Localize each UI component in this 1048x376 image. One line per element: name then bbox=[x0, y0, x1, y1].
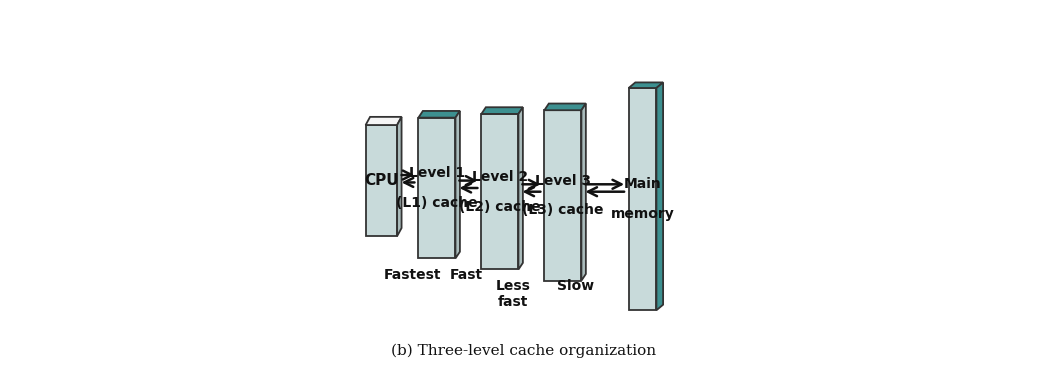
Polygon shape bbox=[582, 103, 586, 280]
Polygon shape bbox=[366, 117, 401, 125]
Bar bbox=[629, 88, 656, 310]
Text: Fast: Fast bbox=[450, 268, 483, 282]
Text: (L1) cache: (L1) cache bbox=[396, 196, 478, 210]
Text: Main: Main bbox=[624, 177, 661, 191]
Bar bbox=[366, 125, 397, 236]
Polygon shape bbox=[397, 117, 401, 236]
Text: Level 2: Level 2 bbox=[472, 170, 528, 184]
Text: (L3) cache: (L3) cache bbox=[522, 203, 604, 217]
Bar bbox=[418, 118, 456, 258]
Polygon shape bbox=[481, 107, 523, 114]
Polygon shape bbox=[656, 82, 663, 310]
Bar bbox=[544, 110, 582, 280]
Text: Slow: Slow bbox=[556, 279, 593, 293]
Text: Level 3: Level 3 bbox=[534, 174, 591, 188]
Text: Fastest: Fastest bbox=[385, 268, 441, 282]
Polygon shape bbox=[629, 82, 663, 88]
Text: Level 1: Level 1 bbox=[409, 166, 465, 180]
Text: (L2) cache: (L2) cache bbox=[459, 200, 541, 214]
Polygon shape bbox=[519, 107, 523, 270]
Polygon shape bbox=[544, 103, 586, 110]
Text: memory: memory bbox=[611, 207, 675, 221]
Text: Less
fast: Less fast bbox=[496, 279, 530, 309]
Text: (b) Three-level cache organization: (b) Three-level cache organization bbox=[392, 344, 656, 358]
Polygon shape bbox=[456, 111, 460, 258]
Bar bbox=[481, 114, 519, 270]
Text: CPU: CPU bbox=[364, 173, 398, 188]
Polygon shape bbox=[418, 111, 460, 118]
